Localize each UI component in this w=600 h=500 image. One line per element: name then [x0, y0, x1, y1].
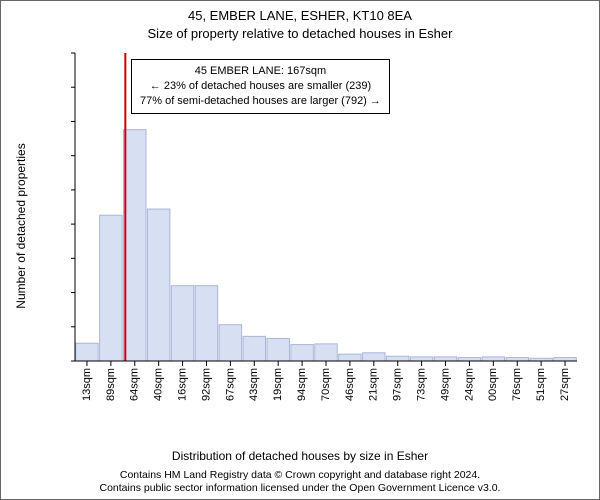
histogram-bar — [243, 336, 265, 361]
x-tick-label: 1300sqm — [487, 368, 499, 401]
histogram-bar — [171, 286, 193, 361]
histogram-bar — [554, 358, 576, 361]
footnote-line-2: Contains public sector information licen… — [1, 482, 599, 495]
annotation-line-1: 45 EMBER LANE: 167sqm — [140, 64, 381, 79]
titles: 45, EMBER LANE, ESHER, KT10 8EA Size of … — [1, 1, 599, 42]
x-tick-label: 392sqm — [200, 368, 212, 401]
x-tick-label: 164sqm — [129, 368, 141, 401]
histogram-bar — [363, 353, 385, 361]
histogram-bar — [458, 358, 480, 361]
histogram-bar — [434, 357, 456, 361]
histogram-bar — [219, 325, 241, 361]
histogram-bar — [76, 343, 98, 361]
x-tick-label: 13sqm — [81, 368, 93, 401]
histogram-bar — [147, 209, 169, 361]
x-tick-label: 997sqm — [392, 368, 404, 401]
x-tick-label: 240sqm — [153, 368, 165, 401]
footnote-line-1: Contains HM Land Registry data © Crown c… — [1, 469, 599, 482]
histogram-bar — [386, 356, 408, 361]
x-tick-label: 1527sqm — [559, 368, 571, 401]
histogram-bar — [315, 344, 337, 361]
histogram-bar — [291, 345, 313, 361]
title-subtitle: Size of property relative to detached ho… — [1, 25, 599, 43]
x-tick-label: 543sqm — [248, 368, 260, 401]
annotation-line-2: ← 23% of detached houses are smaller (23… — [140, 79, 381, 94]
x-tick-label: 846sqm — [344, 368, 356, 401]
annotation-box: 45 EMBER LANE: 167sqm ← 23% of detached … — [131, 59, 390, 114]
histogram-bar — [124, 130, 146, 361]
figure-root: 45, EMBER LANE, ESHER, KT10 8EA Size of … — [0, 0, 600, 500]
histogram-bar — [267, 338, 289, 361]
histogram-bar — [339, 354, 361, 361]
histogram-bar — [482, 357, 504, 361]
footnote: Contains HM Land Registry data © Crown c… — [1, 469, 599, 495]
x-tick-label: 1451sqm — [535, 368, 547, 401]
x-tick-label: 1073sqm — [416, 368, 428, 401]
histogram-bar — [410, 357, 432, 361]
x-tick-label: 619sqm — [272, 368, 284, 401]
title-address: 45, EMBER LANE, ESHER, KT10 8EA — [1, 7, 599, 25]
x-tick-label: 1224sqm — [463, 368, 475, 401]
x-tick-label: 89sqm — [105, 368, 117, 401]
y-axis-label: Number of detached properties — [14, 143, 28, 308]
histogram-bar — [100, 215, 122, 361]
x-tick-label: 1149sqm — [439, 368, 451, 401]
x-tick-label: 316sqm — [176, 368, 188, 401]
histogram-bar — [195, 286, 217, 361]
x-tick-label: 1376sqm — [511, 368, 523, 401]
x-tick-label: 467sqm — [224, 368, 236, 401]
histogram-bar — [506, 358, 528, 361]
x-axis-label: Distribution of detached houses by size … — [1, 449, 599, 463]
annotation-line-3: 77% of semi-detached houses are larger (… — [140, 94, 381, 109]
x-tick-label: 694sqm — [296, 368, 308, 401]
plot-area: 05010015020025030035040045013sqm89sqm164… — [71, 51, 581, 401]
x-tick-label: 770sqm — [320, 368, 332, 401]
x-tick-label: 921sqm — [368, 368, 380, 401]
